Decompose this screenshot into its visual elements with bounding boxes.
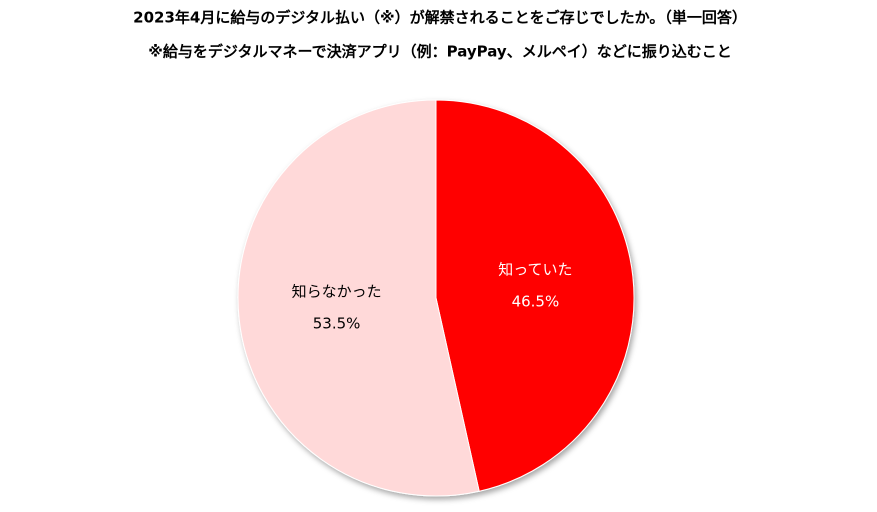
chart-subtitle: ※給与をデジタルマネーで決済アプリ（例：PayPay、メルペイ）などに振り込むこ… <box>148 43 731 61</box>
chart-title: 2023年4月に給与のデジタル払い（※）が解禁されることをご存じでしたか。（単一… <box>133 9 747 27</box>
pie <box>237 99 635 497</box>
slice-category-label: 知っていた <box>498 261 572 279</box>
slice-value-label: 46.5% <box>512 293 560 311</box>
slice-category-label: 知らなかった <box>292 282 382 300</box>
pie-slice <box>237 99 480 497</box>
pie-slice <box>435 99 635 492</box>
slice-value-label: 53.5% <box>313 314 361 332</box>
